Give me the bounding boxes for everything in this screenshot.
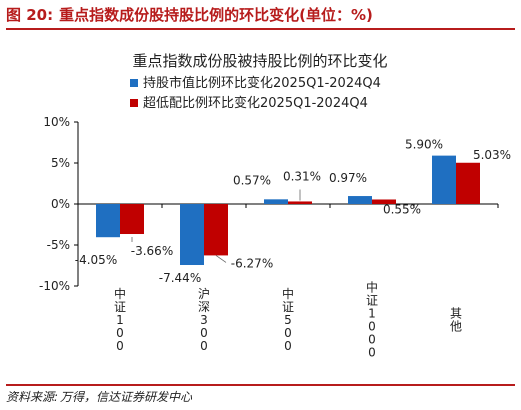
legend-label-1: 持股市值比例环比变化2025Q1-2024Q4 <box>143 75 381 91</box>
data-label: 0.55% <box>383 202 421 216</box>
bar-blue-5 <box>432 155 456 204</box>
data-label: -7.44% <box>159 271 201 285</box>
source-text: 万得，信达证券研发中心 <box>60 390 193 404</box>
y-tick-label: -5% <box>47 238 70 252</box>
data-label: 0.31% <box>283 169 321 183</box>
title-rule <box>6 28 515 30</box>
legend-swatch-2 <box>130 99 138 107</box>
x-tick-label: 其他 <box>450 307 462 334</box>
bar-red-1 <box>120 204 144 235</box>
data-label: -4.05% <box>75 253 117 267</box>
x-tick-label: 中证 1 0 0 <box>114 286 126 353</box>
bar-blue-3 <box>264 199 288 204</box>
data-label: 0.97% <box>329 171 367 185</box>
data-label: 5.90% <box>405 138 443 152</box>
legend-label-2: 超低配比例环比变化2025Q1-2024Q4 <box>143 95 368 111</box>
figure-caption: 重点指数成份股持股比例的环比变化(单位：%) <box>59 6 373 24</box>
data-label: -6.27% <box>231 256 273 270</box>
data-labels: -4.05% -3.66% -7.44% -6.27% 0.57% 0.31% 0.97% 0… <box>75 138 511 285</box>
data-label: -3.66% <box>131 244 173 258</box>
bar-red-4 <box>372 199 396 204</box>
legend: 持股市值比例环比变化2025Q1-2024Q4 超低配比例环比变化2025Q1-2… <box>130 75 381 111</box>
y-tick-label: 0% <box>51 197 70 211</box>
x-tick-label: 中证 1 0 0 0 <box>366 280 378 360</box>
legend-swatch-1 <box>130 79 138 87</box>
chart-title: 重点指数成份股被持股比例的环比变化 <box>132 52 387 70</box>
source-rule <box>6 384 515 386</box>
figure-label: 图 20: <box>6 6 54 24</box>
source-note: 资料来源: 万得，信达证券研发中心 <box>6 388 515 406</box>
bar-red-2 <box>204 204 228 256</box>
y-tick-label: -10% <box>39 279 70 293</box>
x-tick-label: 中证 5 0 0 <box>282 286 294 353</box>
bar-red-3 <box>288 201 312 204</box>
data-label: 0.57% <box>233 173 271 187</box>
y-tick-label: 5% <box>51 156 70 170</box>
bar-blue-4 <box>348 196 372 204</box>
data-label: 5.03% <box>473 148 511 162</box>
bar-blue-1 <box>96 204 120 238</box>
bar-blue-2 <box>180 204 204 266</box>
y-tick-label: 10% <box>43 115 70 129</box>
label-leader-line <box>215 255 227 263</box>
source-label: 资料来源: <box>6 390 59 404</box>
bar-chart: 重点指数成份股被持股比例的环比变化 持股市值比例环比变化2025Q1-2024Q… <box>39 52 511 360</box>
figure-title: 图 20: 重点指数成份股持股比例的环比变化(单位：%) <box>6 4 515 26</box>
x-tick-label: 沪深 3 0 0 <box>198 287 210 353</box>
bars <box>96 155 480 266</box>
bar-red-5 <box>456 162 480 204</box>
axes: 10% 5% 0% -5% -10% 中证 1 0 0 沪深 3 0 0 中证 5 0 0 中证 1 0 0 0 其他 <box>39 115 499 360</box>
